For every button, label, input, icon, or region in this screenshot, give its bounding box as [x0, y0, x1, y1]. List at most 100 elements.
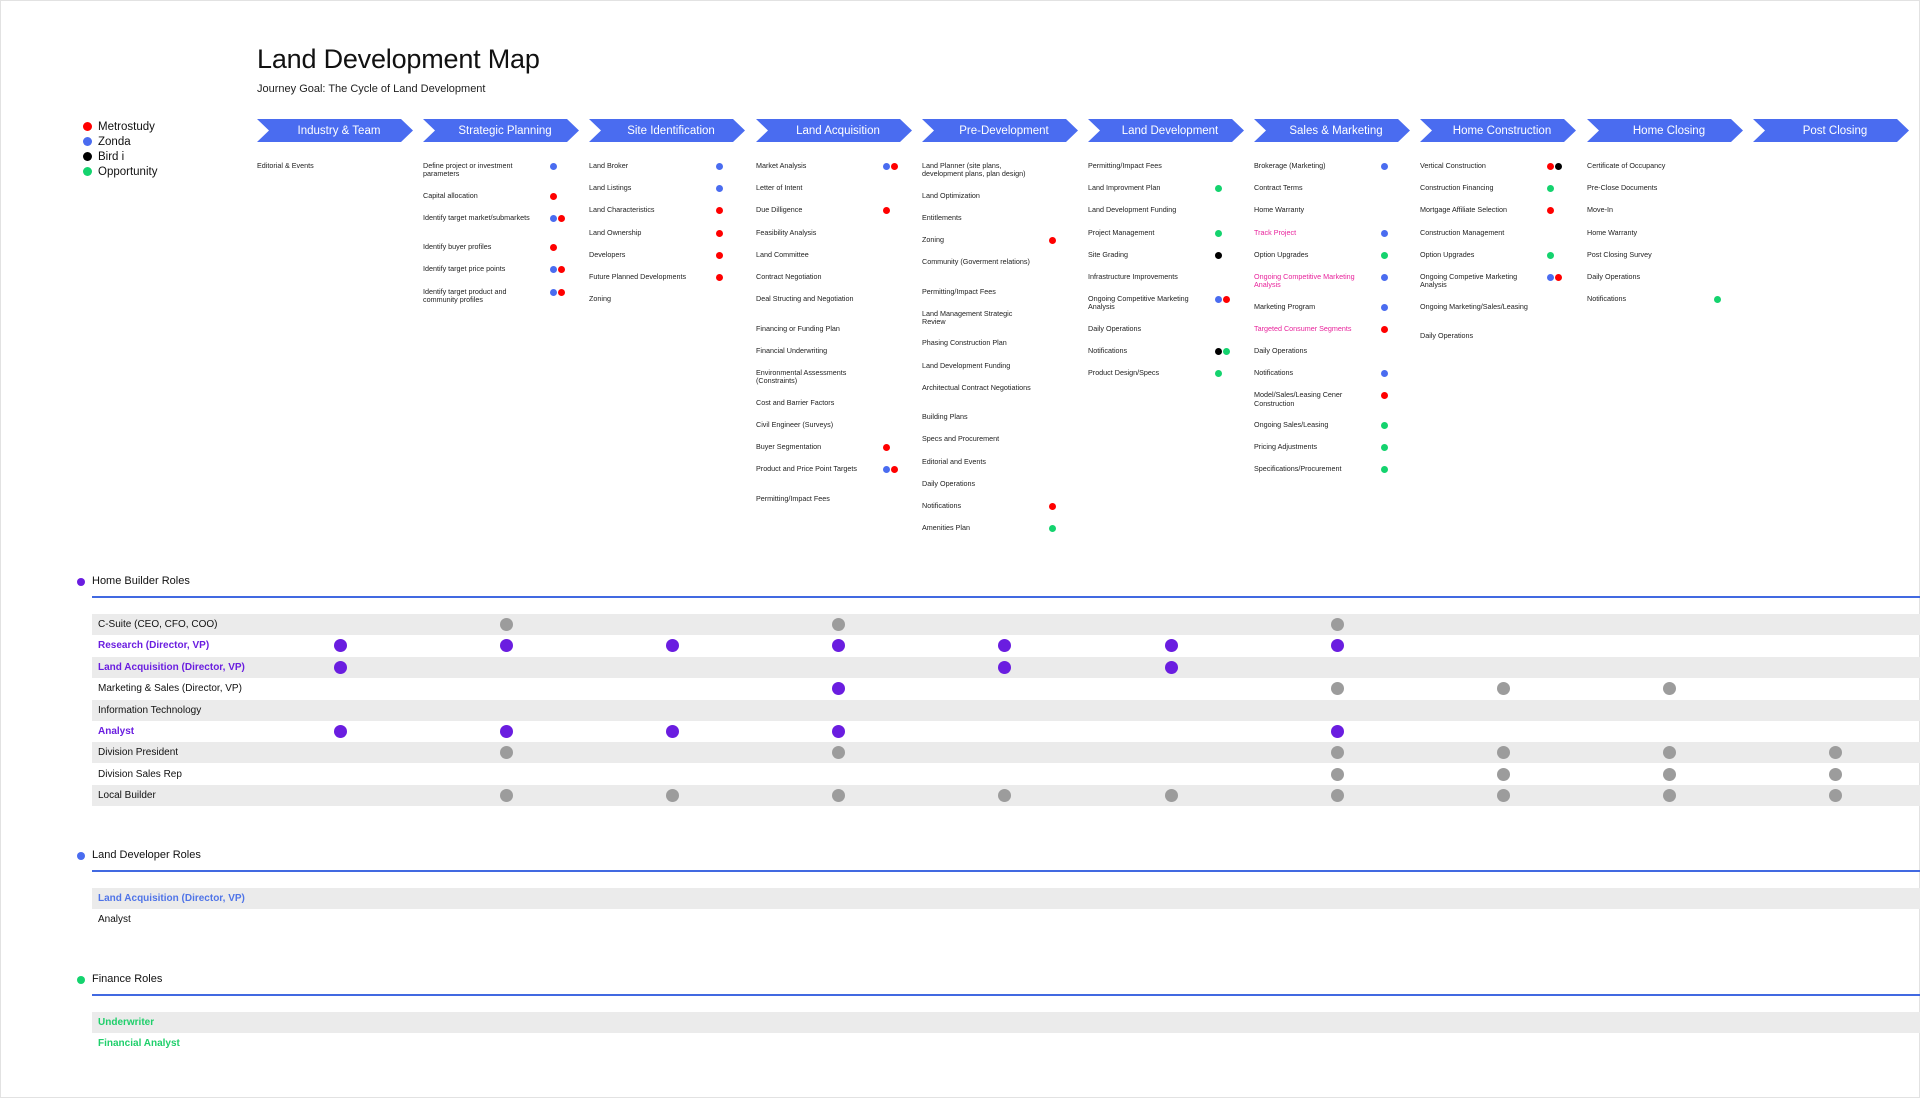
task-item: Infrastructure Improvements [1088, 272, 1178, 281]
task-source-dots [550, 163, 557, 170]
secondary-involvement-dot-icon [1663, 767, 1677, 781]
task-item: Land Committee [756, 249, 809, 259]
task-source-dots [883, 207, 890, 215]
section-dot-icon [77, 852, 85, 860]
secondary-involvement-dot-icon [1663, 682, 1677, 696]
opportunity-dot-icon [1547, 251, 1554, 259]
metrostudy-dot-icon [558, 288, 565, 296]
task-item: Identify buyer profiles [423, 242, 492, 252]
metrostudy-dot-icon [550, 192, 557, 200]
primary-involvement-dot-icon [665, 639, 679, 653]
phase-land-acquisition[interactable]: Land Acquisition [756, 119, 912, 142]
task-item: Identify target price points [423, 264, 506, 274]
task-item: Feasibility Analysis [756, 227, 817, 237]
task-item: Specifications/Procurement [1254, 464, 1342, 474]
zonda-dot-icon [550, 266, 557, 274]
task-item: Option Upgrades [1254, 249, 1309, 259]
zonda-dot-icon [550, 288, 557, 296]
task-source-dots [716, 251, 723, 259]
phase-sales-marketing[interactable]: Sales & Marketing [1254, 119, 1410, 142]
role-row-financial-analyst: Financial Analyst [92, 1033, 1920, 1054]
phase-chevron-shape [1254, 119, 1410, 142]
phase-label: Industry & Team [297, 124, 381, 137]
task-source-dots [1547, 207, 1554, 215]
phase-chevron-shape [1587, 119, 1743, 142]
phase-label: Home Construction [1452, 124, 1552, 137]
phase-label: Sales & Marketing [1289, 124, 1383, 137]
opportunity-dot-icon [1381, 421, 1388, 429]
task-item: Ongoing Competitive Marketing Analysis [1254, 272, 1355, 290]
task-item: Developers [589, 249, 626, 259]
task-item: Marketing Program [1254, 301, 1316, 311]
primary-involvement-dot-icon [665, 725, 679, 738]
task-source-dots [1215, 251, 1222, 259]
primary-involvement-dot-icon [998, 660, 1012, 674]
task-item: Phasing Construction Plan [922, 338, 1007, 348]
secondary-involvement-dot-icon [1829, 767, 1843, 781]
phase-pre-development[interactable]: Pre-Development [922, 119, 1078, 142]
opportunity-dot-icon [1215, 185, 1222, 193]
zonda-dot-icon [1547, 274, 1554, 281]
phase-chevron-shape [257, 119, 413, 142]
primary-involvement-dot-icon [832, 725, 846, 738]
journey-goal: Journey Goal: The Cycle of Land Developm… [257, 83, 486, 95]
phase-chevron-shape [1088, 119, 1244, 142]
metrostudy-dot-icon [1049, 236, 1056, 244]
task-source-dots [1547, 251, 1554, 259]
task-item: Notifications [1587, 294, 1627, 304]
task-source-dots [550, 266, 565, 274]
phase-home-construction[interactable]: Home Construction [1420, 119, 1576, 142]
task-item: Move-In [1587, 205, 1613, 215]
task-item: Track Project [1254, 227, 1297, 237]
task-item: Identify target market/submarkets [423, 212, 530, 222]
phase-post-closing[interactable]: Post Closing [1753, 119, 1909, 142]
task-item: Home Warranty [1587, 227, 1638, 237]
phase-home-closing[interactable]: Home Closing [1587, 119, 1743, 142]
role-label: Division Sales Rep [98, 768, 182, 780]
secondary-involvement-dot-icon [1663, 789, 1677, 803]
task-source-dots [716, 229, 723, 237]
task-item: Pricing Adjustments [1254, 442, 1318, 451]
task-item: Permitting/Impact Fees [922, 286, 996, 296]
phase-label: Site Identification [627, 124, 715, 137]
legend-dot-icon [83, 137, 92, 146]
primary-involvement-dot-icon [1164, 639, 1178, 653]
role-row-underwriter: Underwriter [92, 1012, 1920, 1033]
zonda-dot-icon [1215, 296, 1222, 304]
role-row-division-sales-rep: Division Sales Rep [92, 764, 1920, 785]
phase-land-development[interactable]: Land Development [1088, 119, 1244, 142]
task-item: Identify target product and community pr… [423, 286, 507, 304]
secondary-involvement-dot-icon [499, 618, 513, 631]
task-source-dots [1381, 303, 1388, 311]
page-title: Land Development Map [257, 44, 540, 74]
secondary-involvement-dot-icon [998, 789, 1012, 803]
secondary-involvement-dot-icon [1496, 746, 1510, 760]
secondary-involvement-dot-icon [1330, 789, 1344, 803]
phase-label: Land Acquisition [796, 124, 880, 137]
task-item: Daily Operations [1088, 323, 1142, 333]
secondary-involvement-dot-icon [499, 789, 513, 803]
phase-chevron-shape [423, 119, 579, 142]
zonda-dot-icon [883, 466, 890, 474]
role-row-division-president: Division President [92, 742, 1920, 764]
primary-involvement-dot-icon [333, 639, 347, 653]
metrostudy-dot-icon [1381, 392, 1388, 400]
opportunity-dot-icon [1714, 296, 1721, 304]
legend-item-metrostudy: Metrostudy [83, 119, 157, 134]
role-label: Information Technology [98, 704, 202, 716]
task-item: Architectual Contract Negotiations [922, 382, 1031, 392]
metrostudy-dot-icon [716, 229, 723, 237]
task-source-dots [1381, 370, 1388, 378]
secondary-involvement-dot-icon [1496, 789, 1510, 803]
phase-strategic-planning[interactable]: Strategic Planning [423, 119, 579, 142]
task-item: Environmental Assessments (Constraints) [756, 368, 847, 386]
task-source-dots [883, 163, 898, 170]
phase-industry-team[interactable]: Industry & Team [257, 119, 413, 142]
section-title: Finance Roles [92, 973, 163, 985]
task-item: Amenities Plan [922, 523, 970, 533]
bird-dot-icon [1215, 347, 1222, 355]
phase-label: Pre-Development [959, 124, 1049, 137]
zonda-dot-icon [550, 163, 557, 170]
secondary-involvement-dot-icon [1496, 682, 1510, 696]
phase-site-identification[interactable]: Site Identification [589, 119, 745, 142]
